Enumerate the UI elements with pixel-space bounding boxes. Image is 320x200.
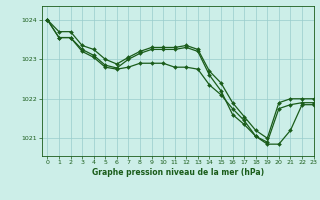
X-axis label: Graphe pression niveau de la mer (hPa): Graphe pression niveau de la mer (hPa) [92,168,264,177]
